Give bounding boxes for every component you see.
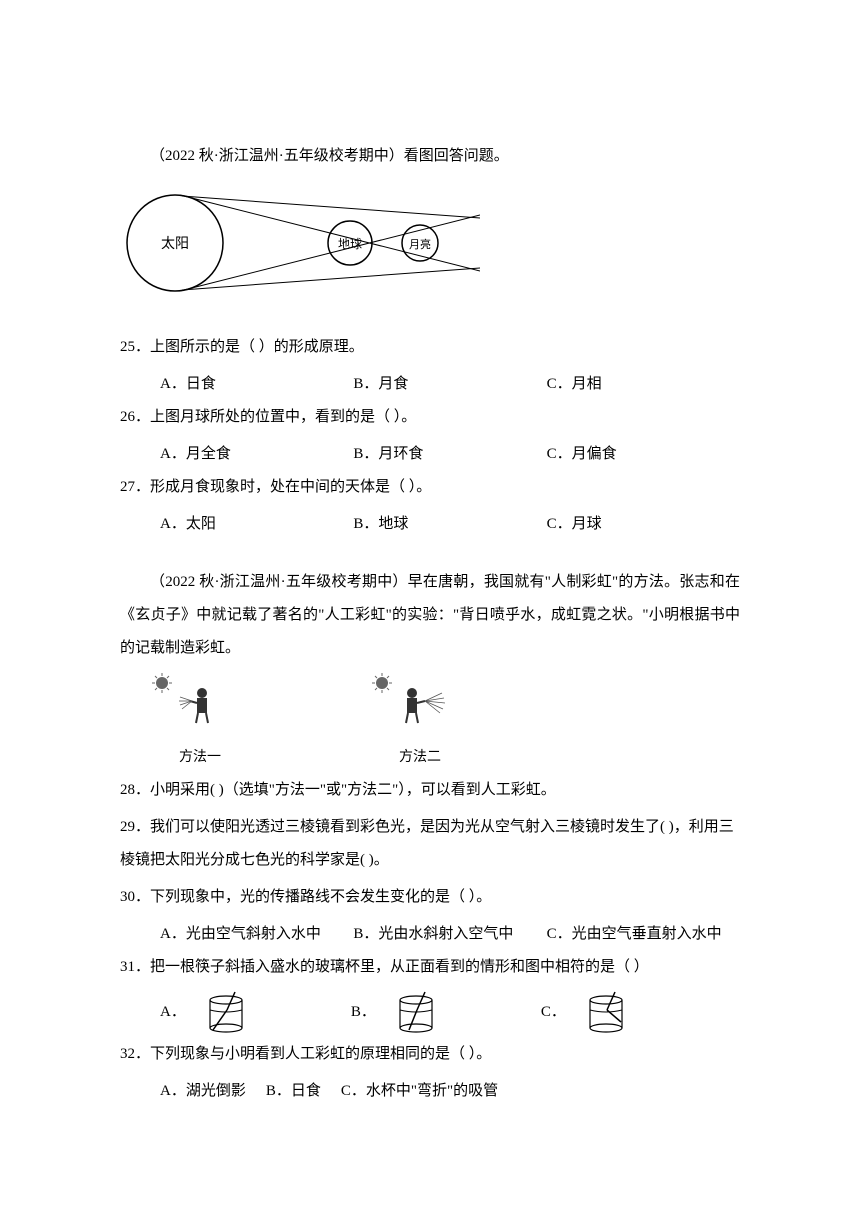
q27-opt-c[interactable]: C．月球 <box>547 508 740 541</box>
boy-head <box>407 688 417 698</box>
sun-icon <box>156 677 168 689</box>
cup-icon-a <box>201 988 251 1038</box>
method-2-label: 方法二 <box>370 743 470 774</box>
cup-icon-c <box>581 988 631 1038</box>
sun-label: 太阳 <box>161 236 189 252</box>
q25-opt-c[interactable]: C．月相 <box>547 368 740 401</box>
q30-options: A．光由空气斜射入水中 B．光由水斜射入空气中 C．光由空气垂直射入水中 <box>160 918 740 951</box>
q25-opt-a[interactable]: A．日食 <box>160 368 353 401</box>
q31-options: A． B． C． <box>160 988 740 1038</box>
q30-opt-a[interactable]: A．光由空气斜射入水中 <box>160 918 353 951</box>
cup-icon-b <box>391 988 441 1038</box>
q32-opt-c[interactable]: C．水杯中"弯折"的吸管 <box>341 1075 498 1108</box>
q26-stem: 26．上图月球所处的位置中，看到的是（ ）。 <box>120 401 740 434</box>
q30-opt-b[interactable]: B．光由水斜射入空气中 <box>353 918 546 951</box>
q32-options: A．湖光倒影 B．日食 C．水杯中"弯折"的吸管 <box>160 1075 740 1108</box>
q29: 29．我们可以使阳光透过三棱镜看到彩色光，是因为光从空气射入三棱镜时发生了( )… <box>120 811 740 877</box>
q28: 28．小明采用( )（选填"方法一"或"方法二"），可以看到人工彩虹。 <box>120 774 740 807</box>
q27-opt-a[interactable]: A．太阳 <box>160 508 353 541</box>
q27-opt-b[interactable]: B．地球 <box>353 508 546 541</box>
source-info-1: （2022 秋·浙江温州·五年级校考期中）看图回答问题。 <box>120 140 740 173</box>
q25-options: A．日食 B．月食 C．月相 <box>160 368 740 401</box>
q30-opt-c[interactable]: C．光由空气垂直射入水中 <box>547 918 740 951</box>
q32-opt-b[interactable]: B．日食 <box>266 1075 321 1108</box>
q26-options: A．月全食 B．月环食 C．月偏食 <box>160 438 740 471</box>
method-1: 方法一 <box>150 673 250 774</box>
q26-opt-a[interactable]: A．月全食 <box>160 438 353 471</box>
q31-opt-b[interactable]: B． <box>351 988 441 1038</box>
boy-head <box>197 688 207 698</box>
q26-opt-c[interactable]: C．月偏食 <box>547 438 740 471</box>
q25-stem: 25．上图所示的是（ ）的形成原理。 <box>120 331 740 364</box>
eclipse-diagram: 太阳 地球 月亮 <box>120 183 740 316</box>
q32-opt-a[interactable]: A．湖光倒影 <box>160 1075 246 1108</box>
q30-stem: 30．下列现象中，光的传播路线不会发生变化的是（ ）。 <box>120 881 740 914</box>
source-info-2: （2022 秋·浙江温州·五年级校考期中）早在唐朝，我国就有"人制彩虹"的方法。… <box>120 566 740 665</box>
method-diagrams: 方法一 方法二 <box>150 673 740 774</box>
moon-label: 月亮 <box>409 237 431 251</box>
q25-opt-b[interactable]: B．月食 <box>353 368 546 401</box>
method-2: 方法二 <box>370 673 470 774</box>
q31-opt-a[interactable]: A． <box>160 988 251 1038</box>
q31-opt-c[interactable]: C． <box>541 988 631 1038</box>
q26-opt-b[interactable]: B．月环食 <box>353 438 546 471</box>
q32-stem: 32．下列现象与小明看到人工彩虹的原理相同的是（ ）。 <box>120 1038 740 1071</box>
q27-options: A．太阳 B．地球 C．月球 <box>160 508 740 541</box>
method-1-label: 方法一 <box>150 743 250 774</box>
earth-label: 地球 <box>338 237 362 251</box>
sun-icon <box>376 677 388 689</box>
q27-stem: 27．形成月食现象时，处在中间的天体是（ ）。 <box>120 471 740 504</box>
q31-stem: 31．把一根筷子斜插入盛水的玻璃杯里，从正面看到的情形和图中相符的是（ ） <box>120 951 740 984</box>
